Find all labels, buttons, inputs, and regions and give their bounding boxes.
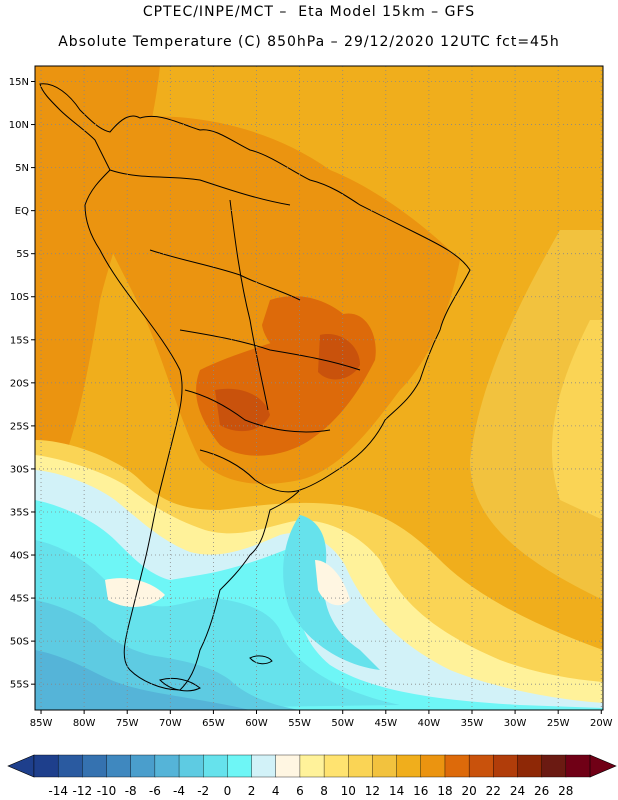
lat-label: 10S — [10, 292, 29, 303]
lon-label: 20W — [590, 718, 613, 729]
colorbar-label: -4 — [173, 784, 185, 798]
colorbar-label: 12 — [365, 784, 380, 798]
colorbar-label: 6 — [296, 784, 304, 798]
temperature-field — [35, 66, 603, 710]
colorbar-swatch — [565, 754, 591, 778]
colorbar-label: 14 — [389, 784, 404, 798]
lat-label: 50S — [10, 637, 29, 648]
colorbar-label: 0 — [224, 784, 232, 798]
lon-label: 85W — [30, 718, 53, 729]
colorbar-swatch — [106, 754, 132, 778]
colorbar-swatch — [178, 754, 204, 778]
lon-label: 45W — [374, 718, 397, 729]
lat-label: 15S — [10, 335, 29, 346]
colorbar-extend-right — [589, 754, 617, 778]
map-frame — [34, 65, 604, 711]
colorbar-swatch — [57, 754, 83, 778]
colorbar-label: 28 — [558, 784, 573, 798]
colorbar-label: 26 — [534, 784, 549, 798]
colorbar-label: -6 — [149, 784, 161, 798]
coastline — [39, 83, 471, 692]
colorbar-extend-left — [7, 754, 35, 778]
colorbar-swatch — [227, 754, 253, 778]
colorbar-swatch — [275, 754, 301, 778]
colorbar-label: 10 — [341, 784, 356, 798]
colorbar-label: 20 — [461, 784, 476, 798]
lat-label: EQ — [15, 206, 29, 217]
lon-label: 65W — [202, 718, 225, 729]
colorbar-swatch — [154, 754, 180, 778]
lon-label: 50W — [331, 718, 354, 729]
colorbar-label: 22 — [486, 784, 501, 798]
colorbar-swatch — [82, 754, 108, 778]
colorbar-swatch — [33, 754, 59, 778]
graticule — [35, 66, 603, 710]
colorbar-swatch — [251, 754, 277, 778]
lon-label: 40W — [418, 718, 441, 729]
colorbar-swatch — [493, 754, 519, 778]
lon-label: 80W — [73, 718, 96, 729]
colorbar-label: 8 — [320, 784, 328, 798]
lat-label: 20S — [10, 378, 29, 389]
colorbar-swatch — [444, 754, 470, 778]
colorbar-swatch — [468, 754, 494, 778]
lat-label: 40S — [10, 551, 29, 562]
lon-label: 35W — [461, 718, 484, 729]
longitude-axis: 85W 80W 75W 70W 65W 60W 55W 50W 45W 40W 35W 30W 25W 2… — [30, 710, 613, 729]
colorbar-swatch — [348, 754, 374, 778]
colorbar-swatch — [396, 754, 422, 778]
colorbar-swatch — [323, 754, 349, 778]
lat-label: 5S — [16, 249, 29, 260]
colorbar-label: -12 — [73, 784, 93, 798]
colorbar-label: 16 — [413, 784, 428, 798]
colorbar-label: -10 — [97, 784, 117, 798]
map-title: CPTEC/INPE/MCT – Eta Model 15km – GFS — [142, 4, 476, 20]
lon-label: 60W — [245, 718, 268, 729]
colorbar-swatch — [203, 754, 228, 778]
colorbar-swatch — [517, 754, 543, 778]
lat-label: 15N — [9, 77, 29, 88]
lat-label: 25S — [10, 421, 29, 432]
lon-label: 55W — [288, 718, 311, 729]
colorbar-swatch — [299, 754, 325, 778]
colorbar-swatch — [541, 754, 567, 778]
colorbar-label: 2 — [248, 784, 256, 798]
lon-label: 30W — [504, 718, 527, 729]
colorbar-swatch — [420, 754, 446, 778]
colorbar-label: -2 — [197, 784, 209, 798]
latitude-axis: 15N 10N 5N EQ 5S 10S 15S 20S 25S 30S 35S 40S 45S 50S 5… — [9, 77, 35, 691]
colorbar-swatch — [372, 754, 398, 778]
lat-label: 30S — [10, 464, 29, 475]
colorbar-label: -14 — [48, 784, 68, 798]
lat-label: 5N — [15, 163, 29, 174]
lon-label: 75W — [116, 718, 139, 729]
lat-label: 45S — [10, 594, 29, 605]
lon-label: 70W — [159, 718, 182, 729]
lat-label: 35S — [10, 507, 29, 518]
map-subtitle: Absolute Temperature (C) 850hPa – 29/12/… — [58, 34, 560, 50]
colorbar-swatch — [130, 754, 156, 778]
colorbar-label: 18 — [437, 784, 452, 798]
lon-label: 25W — [547, 718, 570, 729]
colorbar: -14 -12 -10 -8 -6 -4 -2 0 2 4 6 8 10 12 14 16 18 20 22 24 26… — [7, 754, 617, 798]
colorbar-label: 4 — [272, 784, 280, 798]
colorbar-label: 24 — [510, 784, 525, 798]
lat-label: 55S — [10, 680, 29, 691]
colorbar-label: -8 — [125, 784, 137, 798]
lat-label: 10N — [9, 120, 29, 131]
